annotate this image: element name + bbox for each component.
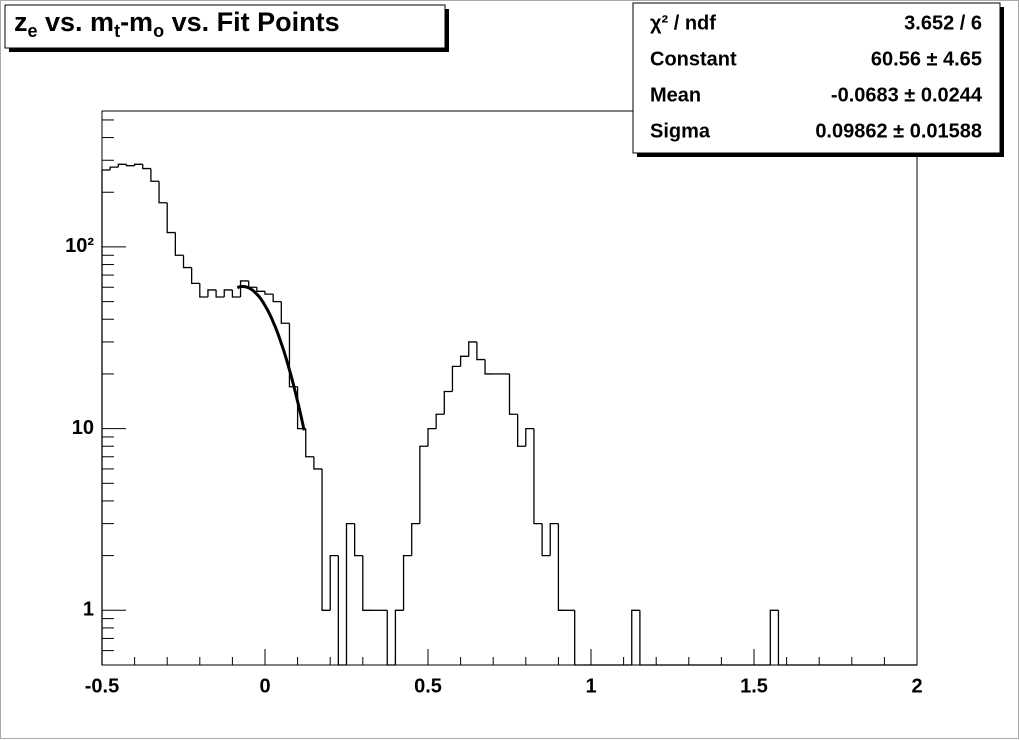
histogram-bin	[191, 267, 200, 285]
histogram-bin	[125, 164, 135, 167]
histogram-bin	[508, 373, 518, 415]
histogram-bin	[280, 301, 290, 324]
histogram-bin	[777, 610, 787, 666]
histogram-bin	[476, 341, 486, 361]
x-tick-label: -0.5	[85, 675, 119, 697]
histogram-bin	[517, 414, 526, 447]
histogram-bin	[549, 522, 559, 556]
title-sub: o	[153, 21, 164, 41]
histogram-bin	[337, 555, 347, 666]
histogram-bin	[133, 163, 143, 166]
histogram-bin	[158, 181, 168, 204]
stats-box	[632, 2, 1001, 154]
title-part: z	[14, 7, 28, 37]
title-sub: t	[114, 21, 120, 41]
histogram-bin	[329, 554, 339, 611]
histogram-bin	[435, 413, 445, 429]
histogram-bin	[166, 202, 176, 234]
y-tick-label: 1	[83, 599, 94, 621]
histogram-bin	[386, 610, 396, 666]
histogram-bin	[362, 555, 371, 611]
histogram-bin	[443, 390, 453, 415]
histogram-bin	[354, 523, 363, 557]
histogram-bin	[557, 523, 567, 611]
histogram-bin	[215, 289, 225, 298]
title-box	[4, 4, 446, 49]
histogram-bin	[199, 283, 208, 298]
histogram-bin	[533, 428, 543, 525]
stat-value: 60.56 ± 4.65	[871, 48, 982, 70]
histogram-bin	[451, 365, 461, 392]
histogram-bin	[459, 355, 469, 367]
x-tick-label: 1	[585, 675, 596, 697]
histogram-bin	[402, 554, 412, 611]
histogram-bin	[419, 445, 428, 524]
y-tick-label: 10	[72, 417, 94, 439]
histogram-bin	[174, 232, 184, 256]
histogram-bin	[142, 164, 151, 170]
histogram-bin	[182, 255, 192, 269]
stat-value: 0.09862 ± 0.01588	[815, 120, 982, 142]
stat-value: 3.652 / 6	[904, 12, 982, 34]
histogram-bin	[639, 610, 649, 666]
x-tick-label: 0	[259, 675, 270, 697]
title-part: vs. m	[38, 7, 115, 37]
histogram-bin	[321, 468, 331, 611]
histogram-bin	[239, 280, 249, 298]
x-tick-label: 2	[911, 675, 922, 697]
histogram-bin	[394, 609, 404, 665]
histogram-bin	[256, 287, 265, 292]
chart-title: ze vs. mt-mo vs. Fit Points	[14, 7, 340, 41]
stat-name: Constant	[650, 48, 737, 70]
histogram-bin	[117, 163, 127, 168]
x-tick-label: 0.5	[414, 675, 442, 697]
histogram-bin	[541, 523, 551, 557]
histogram-bin	[631, 609, 640, 665]
histogram-bin	[264, 291, 274, 295]
y-tick-label: 10²	[65, 235, 94, 257]
histogram-bin	[468, 341, 477, 357]
fit-curve	[236, 285, 306, 431]
histogram-bin	[101, 169, 111, 665]
histogram-bin	[305, 428, 314, 458]
histogram-bin	[272, 294, 282, 303]
histogram-bin	[525, 427, 534, 447]
stat-name: χ² / ndf	[650, 12, 716, 34]
stat-value: -0.0683 ± 0.0244	[831, 84, 983, 106]
histogram-bin	[223, 289, 233, 298]
histogram-bin	[484, 359, 494, 375]
x-tick-label: 1.5	[740, 675, 768, 697]
histogram-bin	[231, 289, 241, 298]
histogram-bin	[769, 609, 779, 665]
stat-name: Sigma	[650, 120, 711, 142]
histogram-bin	[207, 289, 217, 298]
histogram-bin	[574, 610, 583, 666]
histogram-bin	[411, 522, 420, 556]
histogram-bin	[109, 166, 119, 171]
title-sub: e	[28, 21, 38, 41]
histogram-bin	[427, 427, 437, 447]
histogram-bin	[313, 456, 323, 470]
histogram-bin	[345, 522, 355, 665]
title-part: vs. Fit Points	[164, 7, 340, 37]
histogram-bin	[150, 168, 160, 182]
title-part: -m	[120, 7, 153, 37]
stat-name: Mean	[650, 84, 701, 106]
